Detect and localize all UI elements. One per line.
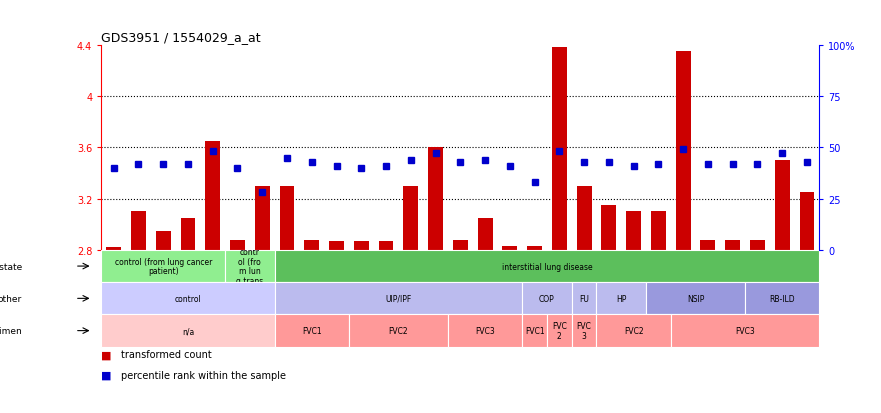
Bar [101,250,226,282]
Bar [596,282,646,315]
Bar [676,52,691,250]
Text: disease state: disease state [0,262,22,271]
Text: FU: FU [579,294,589,303]
Bar [101,282,275,315]
Bar [453,240,468,250]
Bar [700,240,715,250]
Text: FVC2: FVC2 [389,326,408,335]
Bar [527,247,542,250]
Bar [745,282,819,315]
Bar [275,282,522,315]
Text: other: other [0,294,22,303]
Bar [448,315,522,347]
Bar [602,206,617,250]
Text: transformed count: transformed count [121,349,211,359]
Text: FVC1: FVC1 [302,326,322,335]
Bar [379,241,394,250]
Bar [552,48,566,250]
Text: GDS3951 / 1554029_a_at: GDS3951 / 1554029_a_at [101,31,261,44]
Bar [329,241,344,250]
Text: FVC
2: FVC 2 [552,321,566,340]
Bar [646,282,745,315]
Text: FVC1: FVC1 [525,326,544,335]
Text: NSIP: NSIP [687,294,704,303]
Bar [156,231,171,250]
Text: FVC
3: FVC 3 [577,321,591,340]
Bar [230,240,245,250]
Bar [275,315,349,347]
Text: ■: ■ [101,349,115,359]
Text: RB-ILD: RB-ILD [769,294,795,303]
Text: control: control [174,294,202,303]
Bar [725,240,740,250]
Bar [403,186,418,250]
Bar [626,212,641,250]
Bar [349,315,448,347]
Text: n/a: n/a [181,326,194,335]
Bar [101,315,275,347]
Bar [522,315,547,347]
Bar [572,282,596,315]
Bar [226,250,275,282]
Text: interstitial lung disease: interstitial lung disease [501,262,592,271]
Bar [255,186,270,250]
Bar [547,315,572,347]
Text: UIP/IPF: UIP/IPF [385,294,411,303]
Bar [774,161,789,250]
Text: specimen: specimen [0,326,22,335]
Text: contr
ol (fro
m lun
g trans: contr ol (fro m lun g trans [236,247,263,285]
Bar [596,315,670,347]
Text: FVC3: FVC3 [475,326,495,335]
Bar [428,148,443,250]
Bar [275,250,819,282]
Text: control (from lung cancer
patient): control (from lung cancer patient) [115,257,212,276]
Text: FVC3: FVC3 [735,326,755,335]
Bar [577,186,591,250]
Text: COP: COP [539,294,555,303]
Text: HP: HP [616,294,626,303]
Bar [354,241,369,250]
Text: ■: ■ [101,370,115,380]
Bar [670,315,819,347]
Bar [279,186,294,250]
Bar [651,212,666,250]
Bar [107,248,121,250]
Bar [800,193,814,250]
Bar [205,142,220,250]
Text: percentile rank within the sample: percentile rank within the sample [121,370,285,380]
Bar [750,240,765,250]
Bar [304,240,319,250]
Bar [181,218,196,250]
Bar [572,315,596,347]
Text: FVC2: FVC2 [624,326,643,335]
Bar [478,218,492,250]
Bar [502,247,517,250]
Bar [522,282,572,315]
Bar [131,212,146,250]
